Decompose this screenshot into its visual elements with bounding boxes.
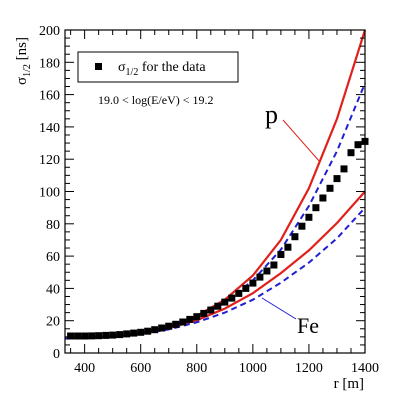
data-point: [109, 331, 117, 339]
y-tick-label: 0: [53, 347, 60, 362]
legend-box: [77, 51, 239, 83]
data-point: [88, 332, 96, 340]
data-point: [298, 222, 306, 230]
y-tick-label: 60: [46, 250, 60, 265]
y-tick-label: 100: [39, 186, 60, 201]
x-tick-label: 1400: [351, 361, 379, 376]
data-point: [193, 313, 201, 321]
axis-ticks: 400 600 800 1000 1200 1400 0 20 40 60 80 100 120 140 1…: [39, 24, 379, 376]
data-point: [354, 141, 362, 149]
data-point: [214, 302, 222, 310]
data-points: [67, 137, 369, 340]
data-point: [165, 322, 173, 330]
data-point: [144, 327, 152, 335]
data-point: [305, 213, 313, 221]
data-point: [242, 284, 250, 292]
y-tick-label: 140: [39, 121, 60, 136]
data-point: [228, 294, 236, 302]
y-tick-label: 40: [46, 282, 60, 297]
data-point: [270, 261, 278, 269]
data-point: [186, 315, 194, 323]
data-point: [116, 331, 124, 339]
data-point: [221, 298, 229, 306]
data-point: [340, 165, 348, 173]
data-point: [284, 243, 292, 251]
data-point: [347, 149, 355, 157]
data-point: [249, 279, 257, 287]
x-tick-label: 600: [130, 361, 151, 376]
fe-annotation: Fe: [297, 313, 319, 338]
p-annotation-line: [282, 119, 321, 163]
legend-label: σ1/2 for the data: [118, 60, 206, 78]
data-point: [172, 320, 180, 328]
data-point: [179, 318, 187, 326]
p-annotation: p: [265, 100, 278, 129]
data-point: [207, 306, 215, 314]
x-tick-label: 1200: [295, 361, 323, 376]
x-tick-label: 800: [186, 361, 207, 376]
data-point: [95, 332, 103, 340]
legend: σ1/2 for the data: [77, 51, 239, 83]
y-tick-label: 20: [46, 315, 60, 330]
data-point: [312, 204, 320, 212]
data-point: [235, 289, 243, 297]
legend-marker: [95, 63, 102, 70]
y-axis-label: σ1/2 [ns]: [14, 37, 33, 85]
x-axis-label: r [m]: [334, 376, 364, 392]
dashed-curve-2: [64, 82, 366, 340]
y-tick-label: 180: [39, 56, 60, 71]
data-point: [263, 267, 271, 275]
data-point: [319, 194, 327, 202]
data-point: [81, 332, 89, 340]
data-point: [158, 324, 166, 332]
dashed-curve-4: [64, 207, 366, 340]
y-tick-label: 80: [46, 218, 60, 233]
y-tick-label: 120: [39, 153, 60, 168]
data-point: [291, 233, 299, 241]
data-point: [200, 309, 208, 317]
x-tick-label: 1000: [239, 361, 267, 376]
data-point: [123, 330, 131, 338]
data-point: [326, 184, 334, 192]
fe-annotation-line: [261, 297, 297, 320]
y-tick-label: 160: [39, 89, 60, 104]
data-point: [130, 329, 138, 337]
x-tick-label: 400: [74, 361, 95, 376]
data-point: [74, 332, 82, 340]
data-point: [67, 332, 75, 340]
data-point: [137, 328, 145, 336]
y-tick-label: 200: [39, 24, 60, 39]
data-point: [277, 251, 285, 258]
data-point: [151, 326, 159, 334]
energy-cut-label: 19.0 < log(E/eV) < 19.2: [98, 93, 214, 107]
data-point: [256, 273, 264, 281]
data-point: [102, 331, 110, 339]
data-point: [333, 175, 341, 183]
